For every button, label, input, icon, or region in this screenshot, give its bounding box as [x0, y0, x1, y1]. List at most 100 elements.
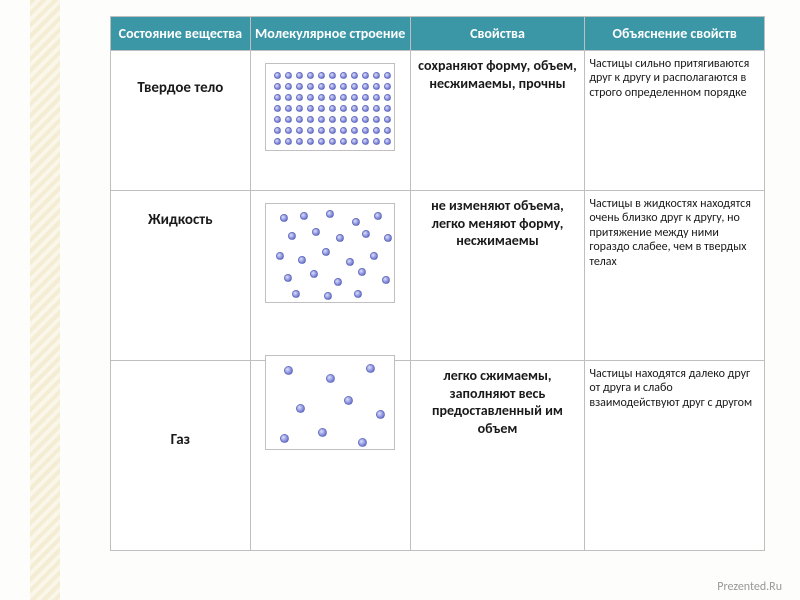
particle-icon [340, 83, 347, 90]
particle-icon [340, 116, 347, 123]
particle-icon [351, 138, 358, 145]
particle-icon [329, 116, 336, 123]
particle-icon [384, 83, 391, 90]
particle-icon [274, 138, 281, 145]
particle-icon [285, 127, 292, 134]
state-cell: Твердое тело [111, 51, 251, 191]
particle-icon [307, 127, 314, 134]
particle-icon [362, 116, 369, 123]
particle-icon [307, 116, 314, 123]
particle-icon [274, 83, 281, 90]
particle-icon [329, 72, 336, 79]
properties-cell: не изменяют объема, легко меняют форму, … [410, 191, 585, 361]
particle-icon [346, 258, 354, 266]
particle-icon [296, 127, 303, 134]
particle-icon [362, 127, 369, 134]
header-explanation: Объяснение свойств [585, 17, 765, 51]
header-properties: Свойства [410, 17, 585, 51]
particle-icon [326, 374, 335, 383]
table-row: Газ легко сжимаемы, заполняют весь предо… [111, 361, 765, 551]
particle-icon [292, 290, 300, 298]
particle-icon [296, 83, 303, 90]
particle-icon [296, 138, 303, 145]
particle-icon [358, 268, 366, 276]
particle-icon [318, 138, 325, 145]
particle-icon [329, 127, 336, 134]
molecular-cell-liquid [250, 191, 410, 361]
particle-icon [376, 410, 385, 419]
particle-icon [340, 127, 347, 134]
particle-icon [340, 138, 347, 145]
particle-icon [373, 105, 380, 112]
particle-icon [285, 94, 292, 101]
particle-icon [274, 105, 281, 112]
explanation-cell: Частицы сильно притягиваются друг к друг… [585, 51, 765, 191]
particle-icon [280, 214, 288, 222]
particle-icon [300, 212, 308, 220]
particle-icon [384, 234, 392, 242]
molecular-diagram-solid [265, 63, 395, 151]
slide-accent-strip [30, 0, 60, 600]
particle-icon [351, 105, 358, 112]
particle-icon [373, 94, 380, 101]
particle-icon [344, 396, 353, 405]
molecular-diagram-gas [265, 355, 395, 450]
footer-credit: Prezented.Ru [717, 580, 782, 594]
particle-icon [351, 116, 358, 123]
particle-icon [322, 248, 330, 256]
particle-icon [362, 72, 369, 79]
particle-icon [382, 276, 390, 284]
particle-icon [296, 72, 303, 79]
molecular-cell-solid [250, 51, 410, 191]
particle-icon [307, 105, 314, 112]
particle-icon [318, 116, 325, 123]
particle-icon [384, 127, 391, 134]
particle-icon [307, 83, 314, 90]
particle-icon [351, 94, 358, 101]
particle-icon [296, 94, 303, 101]
particle-icon [307, 138, 314, 145]
particle-icon [318, 94, 325, 101]
particle-icon [285, 105, 292, 112]
particle-icon [318, 83, 325, 90]
particle-icon [334, 278, 342, 286]
particle-icon [324, 292, 332, 300]
particle-icon [362, 230, 370, 238]
particle-icon [284, 366, 293, 375]
particle-icon [384, 116, 391, 123]
particle-icon [318, 127, 325, 134]
header-state: Состояние вещества [111, 17, 251, 51]
particle-icon [318, 105, 325, 112]
particle-icon [274, 116, 281, 123]
particle-icon [351, 72, 358, 79]
state-cell: Газ [111, 361, 251, 551]
particle-icon [285, 138, 292, 145]
particle-icon [329, 105, 336, 112]
particle-icon [326, 210, 334, 218]
particle-icon [384, 72, 391, 79]
table-row: Жидкость не изменяют объема, легко меняю… [111, 191, 765, 361]
particle-icon [340, 94, 347, 101]
particle-icon [373, 72, 380, 79]
particle-icon [296, 404, 305, 413]
particle-icon [329, 83, 336, 90]
particle-icon [284, 274, 292, 282]
particle-icon [336, 234, 344, 242]
particle-icon [366, 364, 375, 373]
state-cell: Жидкость [111, 191, 251, 361]
particle-icon [374, 212, 382, 220]
particle-icon [373, 83, 380, 90]
particle-icon [370, 252, 378, 260]
particle-icon [384, 94, 391, 101]
particle-icon [288, 232, 296, 240]
particle-icon [285, 116, 292, 123]
particle-icon [362, 94, 369, 101]
explanation-cell: Частицы в жидкостях находятся очень близ… [585, 191, 765, 361]
particle-icon [362, 83, 369, 90]
particle-icon [329, 94, 336, 101]
particle-icon [307, 72, 314, 79]
properties-cell: сохраняют форму, объем, несжимаемы, проч… [410, 51, 585, 191]
particle-icon [285, 72, 292, 79]
particle-icon [352, 218, 360, 226]
particle-icon [340, 105, 347, 112]
